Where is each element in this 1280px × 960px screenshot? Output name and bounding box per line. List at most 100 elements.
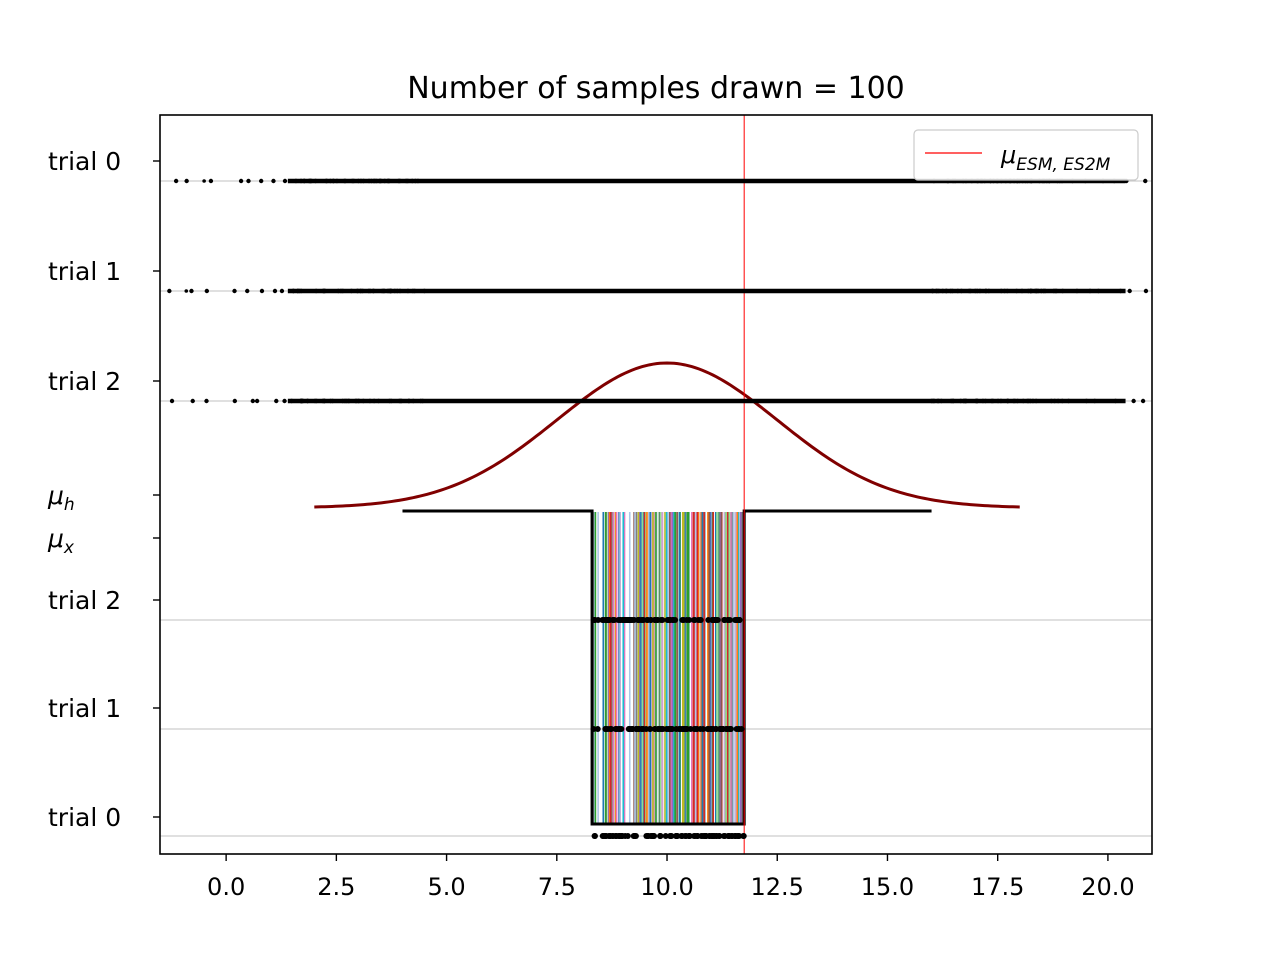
sample-point [710, 833, 716, 839]
sample-point [593, 179, 597, 183]
sample-point [627, 179, 631, 183]
sample-point [702, 399, 706, 403]
sample-point [587, 179, 591, 183]
sample-point [676, 289, 680, 293]
sample-point [612, 399, 616, 403]
x-tick-label: 0.0 [207, 873, 245, 901]
sample-point [480, 289, 484, 293]
sample-point [598, 179, 602, 183]
sample-point [567, 289, 571, 293]
sample-point [336, 399, 340, 403]
x-tick-label: 20.0 [1081, 873, 1134, 901]
sample-point [769, 179, 773, 183]
sample-point [722, 179, 726, 183]
y-tick-label-trial-2-top: trial 2 [48, 367, 121, 396]
sample-point [852, 399, 856, 403]
sample-point [740, 289, 744, 293]
y-tick-label-trial-1-top: trial 1 [48, 257, 121, 286]
sample-point [1005, 289, 1009, 293]
y-tick-label-trial-0-top: trial 0 [48, 147, 121, 176]
sample-point [167, 289, 171, 293]
sample-point [825, 399, 829, 403]
sample-point [826, 289, 830, 293]
sample-point [851, 289, 855, 293]
sample-point [788, 289, 792, 293]
sample-point [631, 833, 637, 839]
sample-point [744, 399, 748, 403]
mean-estimate-bars [593, 512, 745, 824]
sample-point [622, 833, 628, 839]
sample-point [482, 179, 486, 183]
sample-point [357, 399, 361, 403]
sample-point [407, 399, 411, 403]
sample-point [503, 399, 507, 403]
y-tick-symbol: μ [47, 481, 64, 510]
sample-point [184, 289, 188, 293]
sample-point [635, 726, 641, 732]
x-tick-label: 2.5 [317, 873, 355, 901]
sample-point [291, 289, 295, 293]
sample-point [497, 289, 501, 293]
sample-point [822, 179, 826, 183]
sample-point [736, 726, 742, 732]
sample-point [736, 289, 740, 293]
sample-point [273, 289, 277, 293]
sample-point [761, 289, 765, 293]
sample-point [629, 726, 635, 732]
sample-point [296, 289, 300, 293]
sample-point [608, 289, 612, 293]
sample-point [690, 179, 694, 183]
sample-point [283, 179, 287, 183]
sample-point [205, 289, 209, 293]
sample-point [680, 726, 686, 732]
sample-point [209, 179, 213, 183]
y-tick-subscript: x [63, 538, 75, 558]
sample-point [664, 399, 668, 403]
sample-point [280, 289, 284, 293]
sample-point [443, 289, 447, 293]
sample-point [582, 179, 586, 183]
sample-point [398, 179, 402, 183]
sample-point [313, 179, 317, 183]
sample-point [643, 833, 649, 839]
sample-point [518, 399, 522, 403]
sample-point [827, 179, 831, 183]
sample-point [693, 179, 697, 183]
sample-point [1075, 289, 1079, 293]
sample-point [618, 726, 624, 732]
y-tick-subscript: h [64, 495, 75, 515]
sample-point [302, 179, 306, 183]
sample-point [752, 399, 756, 403]
sample-point [805, 399, 809, 403]
sample-point [506, 289, 510, 293]
sample-point [509, 399, 513, 403]
sample-point [579, 179, 583, 183]
sample-point [606, 399, 610, 403]
sample-point [983, 399, 987, 403]
sample-point [948, 289, 952, 293]
sample-point [814, 289, 818, 293]
sample-point [533, 289, 537, 293]
sample-point [673, 179, 677, 183]
sample-point [454, 399, 458, 403]
sample-point [1034, 399, 1038, 403]
sample-point [1021, 399, 1025, 403]
sample-point [624, 289, 628, 293]
sample-point [708, 399, 712, 403]
sample-point [535, 179, 539, 183]
sample-point [672, 289, 676, 293]
sample-point [643, 289, 647, 293]
sample-point [747, 399, 751, 403]
sample-point [170, 399, 174, 403]
y-tick-label-trial-0-bottom: trial 0 [48, 803, 121, 832]
sample-point [524, 289, 528, 293]
sample-point [411, 289, 415, 293]
sample-point [578, 289, 582, 293]
sample-point [603, 179, 607, 183]
sample-point [796, 179, 800, 183]
sample-point [1127, 289, 1131, 293]
sample-point [888, 399, 892, 403]
sample-point [787, 179, 791, 183]
sample-point [573, 179, 577, 183]
x-tick-label: 15.0 [861, 873, 914, 901]
